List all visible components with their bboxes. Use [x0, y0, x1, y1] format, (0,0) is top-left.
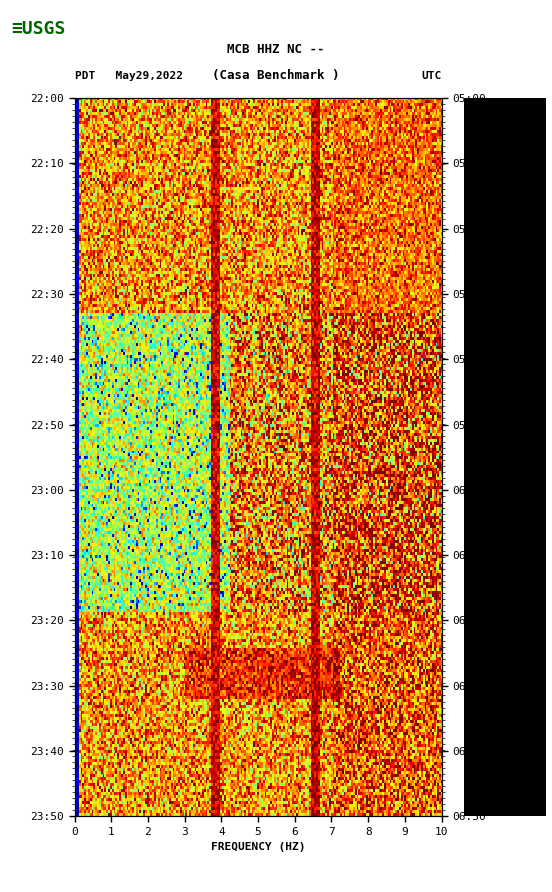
- Text: MCB HHZ NC --: MCB HHZ NC --: [227, 43, 325, 55]
- Text: ≡USGS: ≡USGS: [11, 20, 66, 37]
- Text: UTC: UTC: [421, 70, 442, 81]
- Text: (Casa Benchmark ): (Casa Benchmark ): [213, 70, 339, 82]
- X-axis label: FREQUENCY (HZ): FREQUENCY (HZ): [211, 842, 305, 852]
- Text: PDT   May29,2022: PDT May29,2022: [75, 70, 183, 81]
